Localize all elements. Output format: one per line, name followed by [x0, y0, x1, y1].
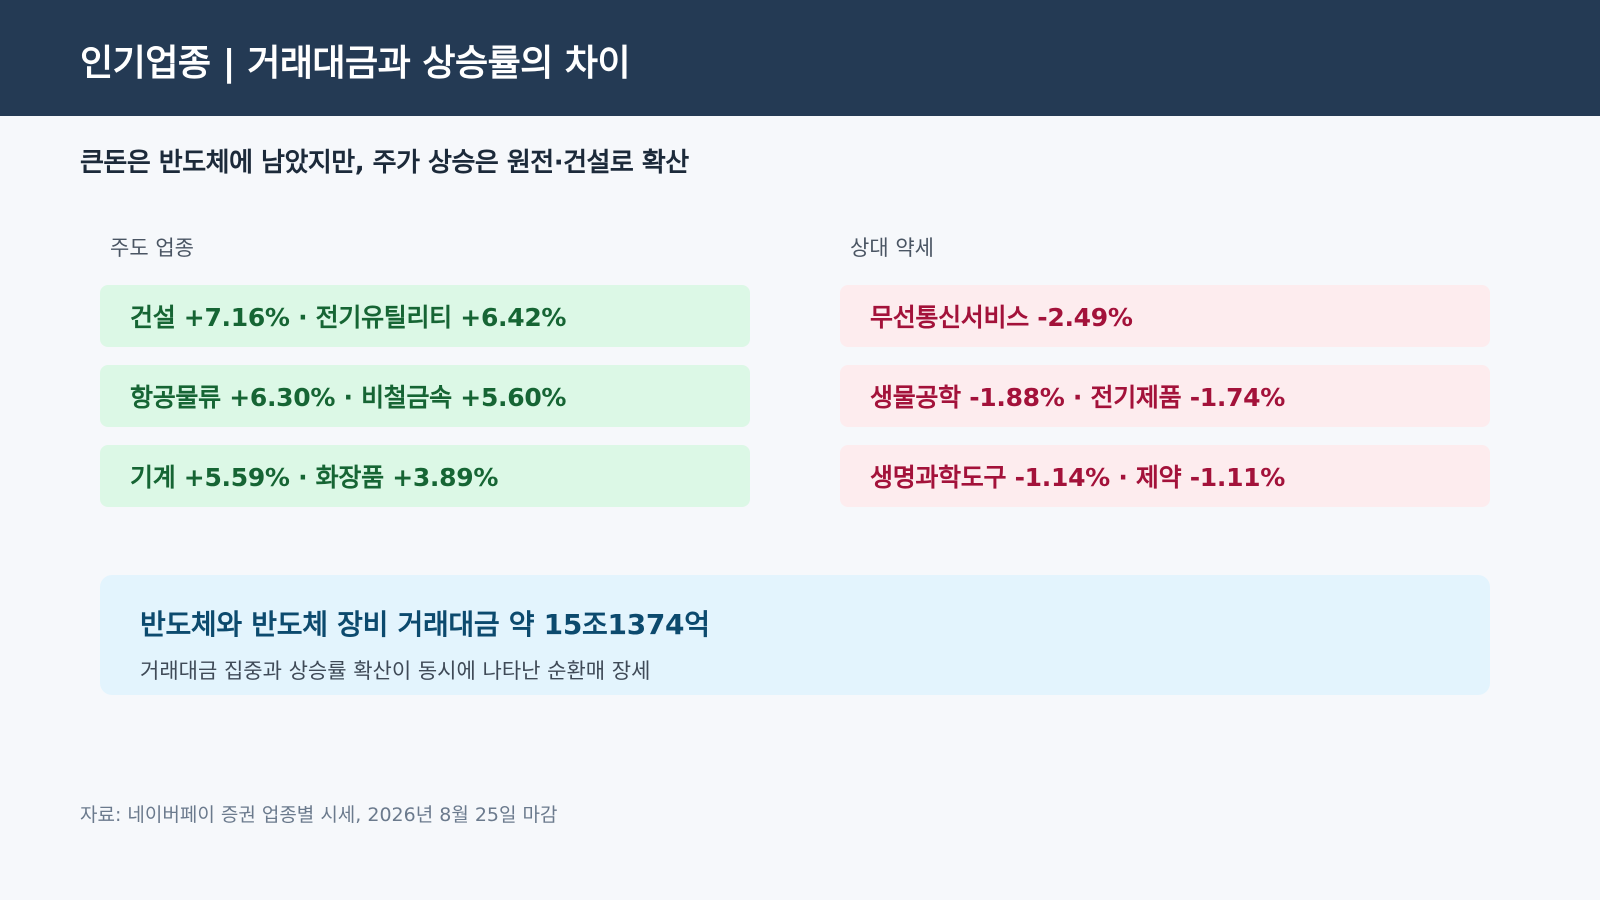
page-title: 인기업종 | 거래대금과 상승률의 차이 [80, 43, 631, 84]
semiconductor-callout: 반도체와 반도체 장비 거래대금 약 15조1374억 거래대금 집중과 상승률… [100, 575, 1490, 695]
callout-description: 거래대금 집중과 상승률 확산이 동시에 나타난 순환매 장세 [140, 659, 651, 683]
lagging-sector-row: 생명과학도구 -1.14% · 제약 -1.11% [840, 445, 1490, 507]
leading-sectors-label: 주도 업종 [110, 236, 194, 260]
page-subtitle: 큰돈은 반도체에 남았지만, 주가 상승은 원전·건설로 확산 [80, 148, 689, 178]
lagging-sector-row: 무선통신서비스 -2.49% [840, 285, 1490, 347]
leading-sector-row: 건설 +7.16% · 전기유틸리티 +6.42% [100, 285, 750, 347]
leading-sector-row: 기계 +5.59% · 화장품 +3.89% [100, 445, 750, 507]
lagging-sector-row: 생물공학 -1.88% · 전기제품 -1.74% [840, 365, 1490, 427]
leading-sector-row: 항공물류 +6.30% · 비철금속 +5.60% [100, 365, 750, 427]
source-footnote: 자료: 네이버페이 증권 업종별 시세, 2026년 8월 25일 마감 [80, 804, 558, 826]
callout-title: 반도체와 반도체 장비 거래대금 약 15조1374억 [140, 608, 710, 641]
header-bar: 인기업종 | 거래대금과 상승률의 차이 [0, 0, 1600, 116]
lagging-sectors-label: 상대 약세 [850, 236, 934, 260]
